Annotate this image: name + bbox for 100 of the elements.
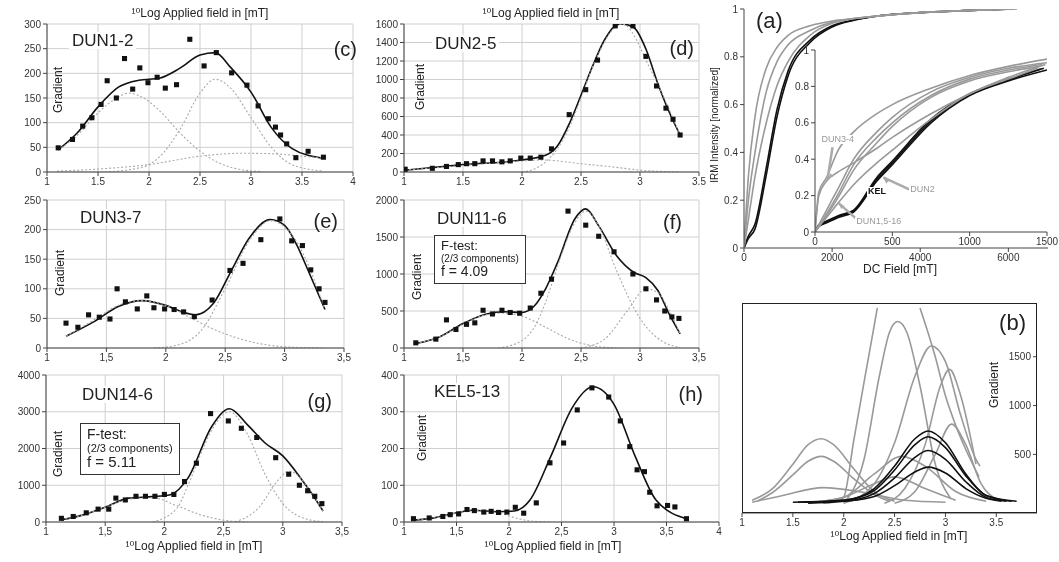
y-tick-label: 1600 [375, 18, 399, 30]
y-tick-label: 600 [381, 111, 399, 123]
x-tick-label: 1 [401, 352, 408, 364]
x-tick-label: 4 [716, 526, 723, 538]
x-tick-label: 3,5 [335, 526, 350, 538]
annotation: (b) [999, 310, 1026, 336]
annotation: KEL [866, 185, 887, 196]
y-tick-label: 800 [381, 92, 399, 104]
y-tick-label: 0 [803, 226, 810, 238]
y-axis-title: Gradient [53, 249, 67, 297]
x-axis-title: ¹⁰Log Applied field in [mT] [131, 6, 269, 20]
x-tick-label: 2.5 [887, 517, 902, 529]
y-tick-label: 2000 [17, 443, 41, 455]
x-tick-label: 3 [637, 352, 644, 364]
x-tick-label: 2 [163, 352, 170, 364]
y-tick-label: 0.6 [724, 99, 739, 111]
x-tick-label: 3,5 [692, 352, 707, 364]
x-tick-label: 3 [637, 176, 644, 188]
y-tick-label: 0 [392, 342, 399, 354]
x-tick-label: 1,5 [99, 352, 114, 364]
x-tick-label: 3 [281, 352, 288, 364]
y-tick-label: 200 [24, 224, 42, 236]
x-axis-title: ¹⁰Log Applied field in [mT] [125, 539, 263, 553]
y-tick-label: 400 [381, 369, 399, 381]
y-tick-label: 0.2 [724, 194, 739, 206]
y-tick-label: 500 [381, 305, 399, 317]
text: DUN3-7 [77, 208, 145, 227]
text: DUN11-6 [434, 209, 510, 228]
x-tick-label: 3.5 [692, 176, 707, 188]
text: DUN2-5 [432, 34, 500, 53]
x-tick-label: 3 [611, 526, 618, 538]
annotation: (a) [756, 8, 783, 34]
x-tick-label: 1000 [958, 236, 982, 248]
x-tick-label: 1,5 [456, 352, 471, 364]
y-tick-label: 500 [1014, 448, 1032, 460]
x-tick-label: 2,5 [554, 526, 569, 538]
x-axis-title: DC Field [mT] [862, 262, 938, 276]
y-tick-label: 150 [24, 253, 42, 265]
y-tick-label: 200 [24, 67, 42, 79]
annotation: (c) [333, 38, 357, 60]
y-tick-label: 0.2 [795, 190, 810, 202]
x-tick-label: 2.5 [193, 176, 208, 188]
annotation: (h) [678, 383, 703, 405]
chart-title: KEL5-13 [431, 382, 504, 401]
y-tick-label: 0.4 [724, 146, 739, 158]
x-tick-label: 4000 [909, 252, 932, 264]
y-tick-label: 0 [35, 166, 42, 178]
annotation: (e) [313, 210, 338, 232]
y-axis-title: Gradient [987, 361, 1001, 409]
x-tick-label: 4 [350, 176, 357, 188]
x-tick-label: 2 [519, 176, 526, 188]
y-tick-label: 2000 [375, 194, 399, 206]
y-tick-label: 100 [381, 479, 399, 491]
y-axis-title: Gradient [413, 63, 427, 111]
annotation: (f) [663, 211, 682, 233]
x-tick-label: 3 [248, 176, 255, 188]
y-tick-label: 250 [24, 194, 42, 206]
x-tick-label: 1 [44, 352, 51, 364]
annotation: F-test: (2/3 components) f = 4.09 [441, 238, 519, 280]
y-tick-label: 0 [392, 166, 399, 178]
y-tick-label: 1000 [1008, 400, 1032, 412]
y-tick-label: 1 [732, 3, 739, 15]
y-tick-label: 300 [381, 406, 399, 418]
x-tick-label: 3,5 [659, 526, 674, 538]
x-axis-title: ¹⁰Log Applied field in [mT] [484, 539, 622, 553]
y-tick-label: 1000 [375, 268, 399, 280]
y-tick-label: 100 [24, 283, 42, 295]
y-tick-label: 200 [381, 148, 399, 160]
x-tick-label: 0 [812, 236, 819, 248]
x-tick-label: 1.5 [785, 517, 801, 529]
annotation: DUN1,5-16 [855, 215, 903, 226]
y-tick-label: 250 [24, 43, 42, 55]
y-tick-label: 50 [29, 141, 42, 153]
annotation: F-test: (2/3 components) f = 5.11 [87, 426, 173, 471]
y-tick-label: 1000 [375, 74, 399, 86]
x-axis-title: ¹⁰Log Applied field in [mT] [482, 6, 620, 20]
x-tick-label: 2 [506, 526, 513, 538]
y-tick-label: 0.8 [724, 51, 739, 63]
x-tick-label: 1,5 [449, 526, 464, 538]
x-tick-label: 500 [883, 236, 902, 248]
y-tick-label: 300 [24, 18, 42, 30]
y-tick-label: 0.4 [795, 153, 810, 165]
x-tick-label: 2 [146, 176, 153, 188]
y-tick-label: 1200 [375, 55, 399, 67]
y-tick-label: 50 [29, 312, 42, 324]
y-axis-title: Gradient [51, 66, 65, 114]
x-tick-label: 1.5 [91, 176, 106, 188]
x-tick-label: 3.5 [989, 517, 1004, 529]
y-tick-label: 100 [24, 117, 42, 129]
x-tick-label: 2 [840, 517, 847, 529]
x-tick-label: 1500 [1035, 236, 1059, 248]
y-axis-title: Gradient [410, 253, 424, 301]
y-tick-label: 400 [381, 129, 399, 141]
y-tick-label: 0.8 [795, 80, 810, 92]
x-tick-label: 2000 [820, 252, 844, 264]
annotation: DUN2 [909, 184, 936, 195]
text: DUN14-6 [79, 385, 156, 404]
y-axis-title: IRM Intensity [normalized] [709, 67, 720, 183]
x-tick-label: 0 [741, 252, 748, 264]
x-tick-label: 1 [43, 526, 50, 538]
